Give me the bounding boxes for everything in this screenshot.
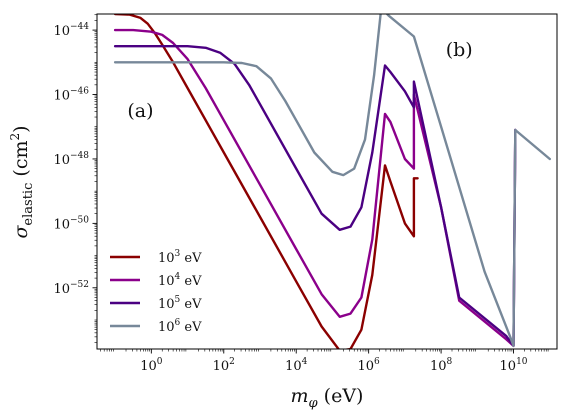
- x-tick-label: 100: [140, 357, 163, 374]
- legend-label-4: 106 eV: [158, 318, 202, 335]
- panel-label-2: (b): [446, 39, 473, 61]
- series-line-4: [113, 14, 551, 347]
- x-tick-label: 106: [358, 357, 381, 374]
- x-tick-label: 102: [213, 357, 235, 374]
- x-axis-label: mφ (eV): [291, 385, 364, 411]
- annotation-layer: (a) (b): [127, 39, 472, 122]
- legend-label-2: 104 eV: [158, 272, 202, 289]
- y-axis-label: σelastic (cm2): [8, 125, 36, 238]
- y-tick-label: 10−50: [53, 215, 89, 232]
- series-line-1: [113, 14, 419, 349]
- panel-label-1: (a): [127, 100, 153, 122]
- y-tick-label: 10−44: [53, 22, 89, 39]
- series-layer: [113, 14, 551, 349]
- legend: 103 eV 104 eV 105 eV 106 eV: [110, 249, 202, 335]
- legend-label-1: 103 eV: [158, 249, 202, 266]
- y-tick-label: 10−52: [53, 280, 89, 297]
- y-tick-label: 10−48: [53, 151, 89, 168]
- x-tick-label: 1010: [500, 357, 528, 374]
- x-tick-label: 108: [430, 357, 453, 374]
- y-tick-label: 10−46: [53, 87, 89, 104]
- series-line-3: [113, 45, 517, 347]
- x-tick-label: 104: [285, 357, 308, 374]
- ticks-layer: 100 102 104 106 108 1010 10−44 10−46 10−48 10−50 1…: [53, 14, 549, 374]
- legend-label-3: 105 eV: [158, 295, 202, 312]
